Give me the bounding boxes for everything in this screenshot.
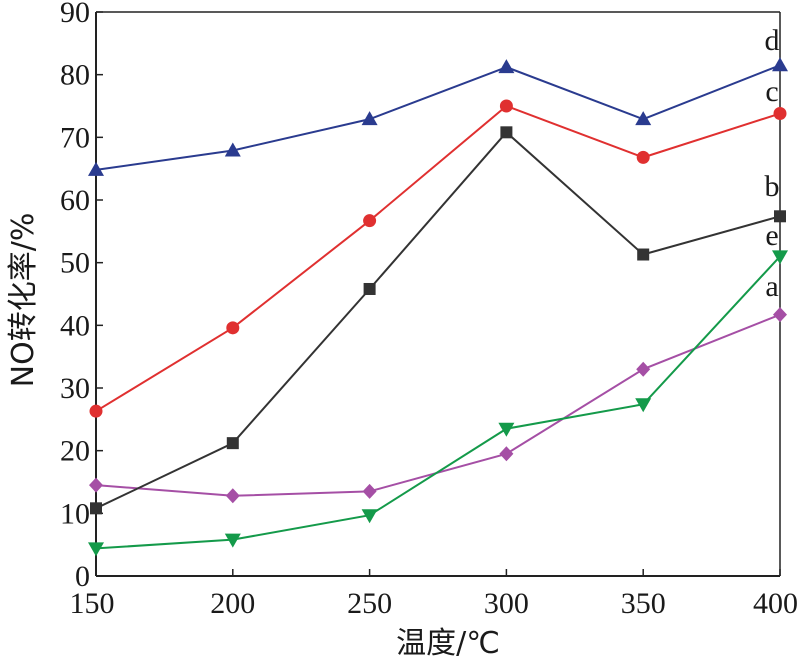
data-point-a [773, 307, 787, 323]
data-point-b [90, 502, 102, 515]
x-tick-label: 150 [70, 587, 115, 620]
data-point-e [361, 509, 378, 524]
series-label-d: d [765, 24, 780, 57]
y-tick-label: 40 [60, 309, 90, 342]
data-point-a [499, 446, 514, 462]
series-line-b [95, 130, 781, 510]
y-tick-label: 10 [60, 497, 90, 530]
series-label-e: e [765, 219, 778, 252]
data-point-b [363, 282, 376, 295]
data-point-b [637, 248, 650, 261]
data-point-c [226, 321, 240, 335]
series-c: c [89, 75, 787, 418]
y-tick-label: 90 [60, 0, 90, 29]
data-point-b [774, 210, 786, 223]
data-point-a [636, 361, 651, 377]
data-point-c [773, 107, 787, 121]
data-point-c [89, 404, 103, 418]
y-tick-label: 70 [60, 121, 90, 154]
series-d: d [88, 24, 788, 176]
series-line-e [95, 255, 781, 550]
data-point-e [224, 533, 241, 548]
series-a: a [89, 270, 787, 504]
x-tick-label: 300 [484, 587, 529, 620]
data-point-c [363, 214, 377, 228]
series-label-a: a [765, 270, 778, 303]
data-point-b [226, 437, 239, 450]
data-point-c [636, 150, 650, 164]
series-label-b: b [765, 170, 780, 203]
data-point-d [635, 111, 652, 126]
y-axis-title: NO转化率/% [6, 213, 41, 388]
series-label-c: c [765, 75, 778, 108]
x-tick-label: 350 [621, 587, 666, 620]
y-tick-label: 30 [60, 372, 90, 405]
series-b: b [90, 126, 786, 515]
data-point-c [499, 99, 513, 113]
data-point-d [498, 59, 515, 74]
x-axis-title: 温度/℃ [396, 626, 500, 661]
y-tick-label: 20 [60, 435, 90, 468]
data-point-a [89, 477, 103, 493]
data-point-e [498, 422, 515, 437]
data-point-d [88, 161, 104, 176]
series-line-a [95, 313, 781, 497]
x-tick-label: 200 [210, 587, 255, 620]
x-tick-label: 400 [753, 587, 798, 620]
data-point-a [362, 483, 377, 499]
series-line-c [95, 104, 781, 413]
data-point-e [635, 398, 652, 413]
data-point-d [224, 142, 241, 157]
data-point-a [225, 488, 240, 504]
series-e: e [88, 219, 788, 557]
y-tick-label: 50 [60, 247, 90, 280]
series-line-d [95, 64, 781, 171]
axis-ticks: 0 10 20 30 40 50 60 70 80 90 150 200 250 300 350 400 [60, 0, 798, 620]
x-tick-label: 250 [347, 587, 392, 620]
y-tick-label: 60 [60, 184, 90, 217]
plot-frame [95, 11, 781, 577]
data-point-d [772, 57, 788, 72]
data-point-d [361, 111, 378, 126]
data-point-b [500, 126, 513, 139]
y-tick-label: 0 [75, 560, 90, 593]
y-tick-label: 80 [60, 59, 90, 92]
data-point-e [88, 542, 104, 557]
series-layer: a b cd e [88, 24, 788, 557]
data-point-e [772, 250, 788, 265]
